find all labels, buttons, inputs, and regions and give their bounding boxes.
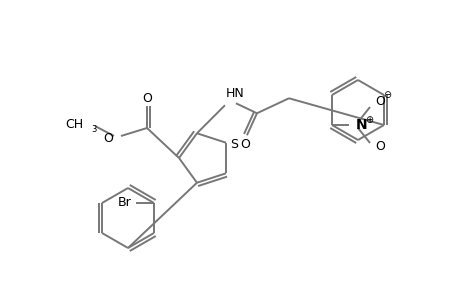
Text: HN: HN	[225, 87, 244, 100]
Text: S: S	[230, 138, 237, 151]
Text: ⊕: ⊕	[364, 115, 372, 125]
Text: O: O	[374, 140, 384, 154]
Text: ⊖: ⊖	[382, 90, 390, 100]
Text: Br: Br	[118, 196, 132, 209]
Text: O: O	[142, 92, 151, 104]
Text: O: O	[374, 94, 384, 107]
Text: N: N	[355, 118, 367, 132]
Text: O: O	[240, 138, 249, 151]
Text: CH: CH	[65, 118, 83, 130]
Text: O: O	[103, 133, 113, 146]
Text: 3: 3	[91, 124, 96, 134]
